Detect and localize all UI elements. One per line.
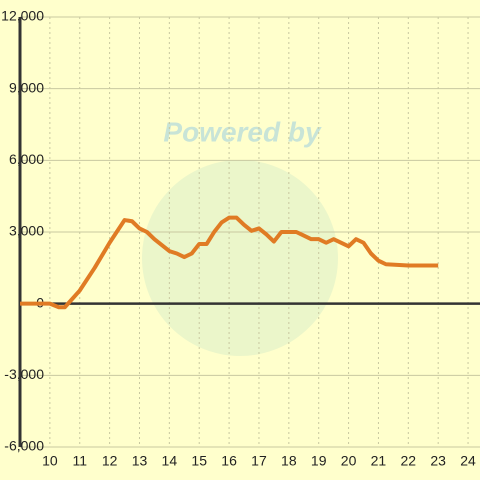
x-tick-label: 21 (371, 453, 387, 469)
x-tick-label: 10 (42, 453, 58, 469)
y-tick-label: 6,000 (9, 151, 44, 167)
x-tick-label: 18 (281, 453, 297, 469)
x-tick-label: 17 (251, 453, 267, 469)
data-line (20, 215, 439, 310)
x-tick-label: 12 (102, 453, 118, 469)
watermark-badge (142, 160, 338, 356)
y-tick-label: 12,000 (1, 8, 44, 24)
y-tick-label: 9,000 (9, 79, 44, 95)
x-tick-label: 19 (311, 453, 327, 469)
x-tick-label: 11 (72, 453, 87, 469)
x-tick-label: 22 (401, 453, 417, 469)
x-tick-label: 13 (132, 453, 148, 469)
x-tick-label: 14 (162, 453, 178, 469)
y-tick-label: -6,000 (4, 438, 44, 454)
x-tick-label: 20 (341, 453, 357, 469)
x-tick-label: 15 (191, 453, 207, 469)
x-tick-label: 24 (460, 453, 476, 469)
watermark: Powered by (163, 116, 322, 147)
y-tick-label: -3,000 (4, 366, 44, 382)
x-tick-label: 23 (430, 453, 446, 469)
y-tick-label: 3,000 (9, 223, 44, 239)
x-tick-label: 16 (221, 453, 237, 469)
